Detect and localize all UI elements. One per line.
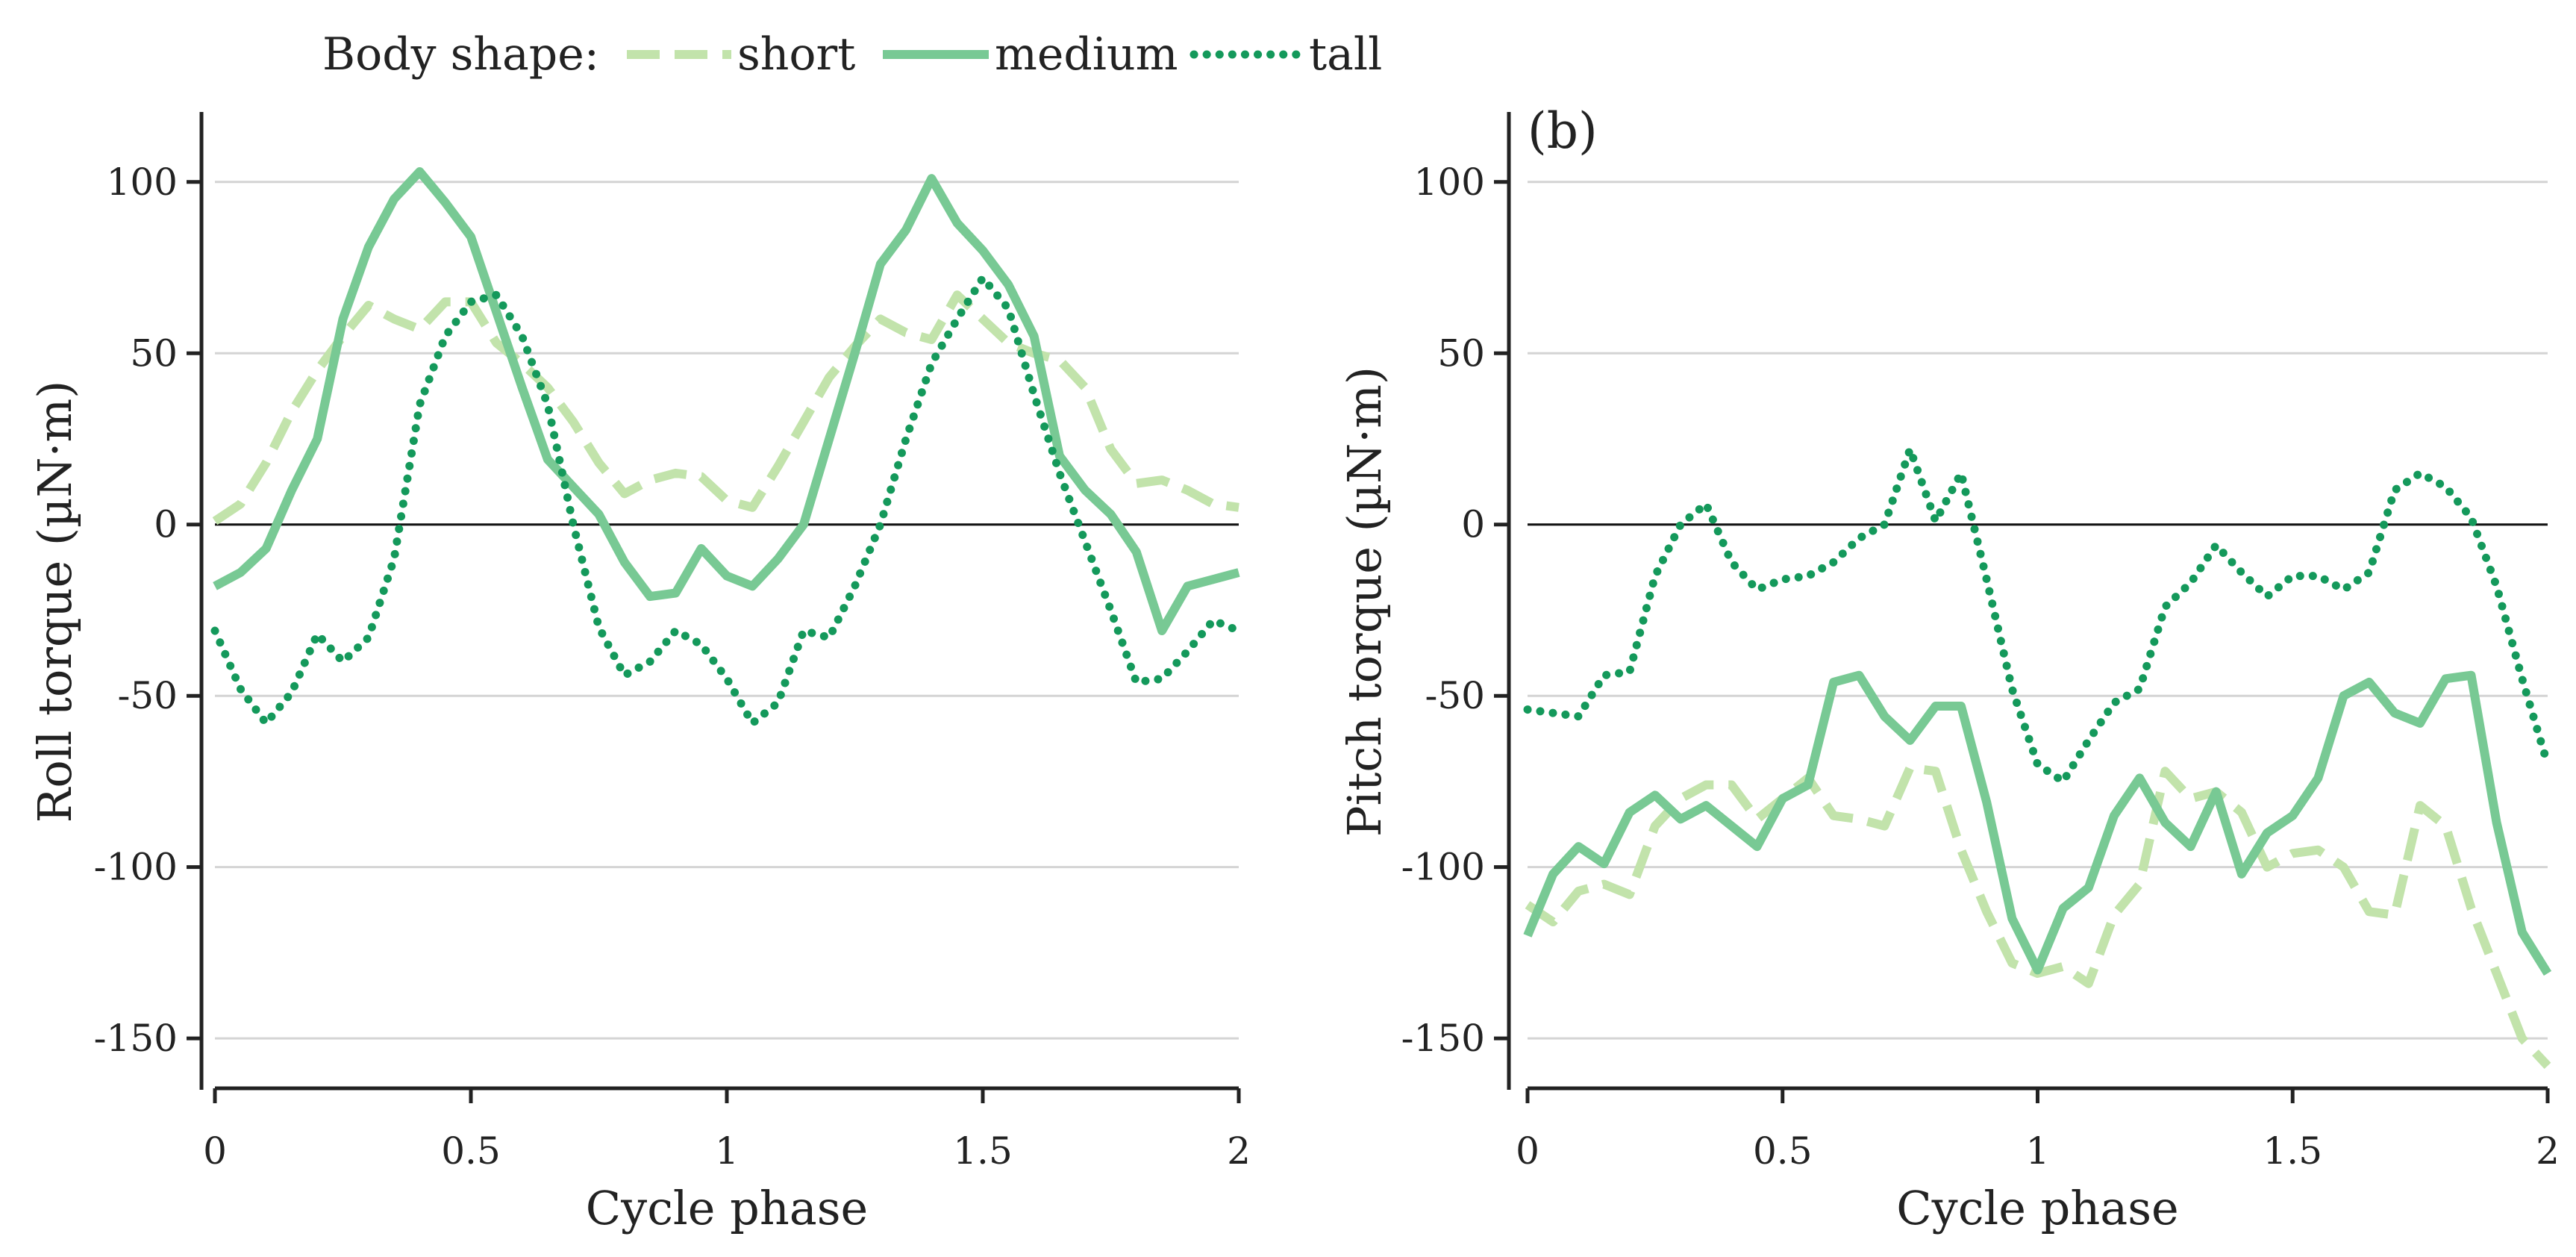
series-line-short	[1525, 763, 2551, 1069]
x-axis-title: Cycle phase	[1896, 1181, 2179, 1235]
y-tick-label: -150	[1401, 1017, 1485, 1060]
pitch-torque-panel: 100 50 0 -50 -100 -150 0 0.5 1 1.5 2 Cycle phase Pit…	[1337, 102, 2560, 1235]
x-tick-label: 1.5	[2263, 1129, 2322, 1173]
legend-label-tall: tall	[1309, 28, 1382, 81]
series-line-medium	[213, 167, 1240, 635]
series-line-tall	[1523, 445, 2552, 786]
panel-label: (b)	[1528, 102, 1598, 160]
legend-label-short: short	[737, 28, 855, 81]
y-tick-label: -50	[1425, 674, 1485, 717]
legend-label-medium: medium	[995, 28, 1178, 81]
x-tick-label: 0	[203, 1129, 227, 1173]
x-tick-label: 1.5	[953, 1129, 1013, 1173]
x-tick-label: 0	[1516, 1129, 1539, 1173]
legend: Body shape: short medium tall	[322, 28, 1382, 81]
series-line-tall	[210, 273, 1243, 728]
roll-torque-panel: 100 50 0 -50 -100 -150 0 0.5 1 1.5 2 Cycle phase Rol…	[28, 112, 1251, 1235]
y-tick-label: 50	[1437, 331, 1485, 375]
y-tick-label: 50	[130, 331, 178, 375]
x-tick-label: 0.5	[1753, 1129, 1813, 1173]
y-tick-label: -50	[117, 674, 178, 717]
y-axis-title: Roll torque (µN·m)	[28, 381, 82, 823]
x-tick-label: 0.5	[441, 1129, 501, 1173]
y-tick-label: 0	[154, 503, 178, 546]
y-tick-label: -100	[94, 846, 178, 889]
x-axis-title: Cycle phase	[586, 1181, 869, 1235]
series-line-short	[212, 290, 1239, 525]
y-tick-label: 100	[1414, 160, 1485, 204]
x-tick-label: 1	[715, 1129, 739, 1173]
legend-title: Body shape:	[322, 28, 599, 81]
y-tick-label: 100	[107, 160, 178, 204]
series-line-medium	[1523, 670, 2552, 976]
y-tick-label: -150	[94, 1017, 178, 1060]
y-tick-label: -100	[1401, 846, 1485, 889]
x-tick-label: 2	[1227, 1129, 1251, 1173]
x-tick-label: 2	[2536, 1129, 2560, 1173]
y-axis-title: Pitch torque (µN·m)	[1337, 367, 1392, 837]
y-tick-label: 0	[1461, 503, 1485, 546]
x-tick-label: 1	[2026, 1129, 2050, 1173]
